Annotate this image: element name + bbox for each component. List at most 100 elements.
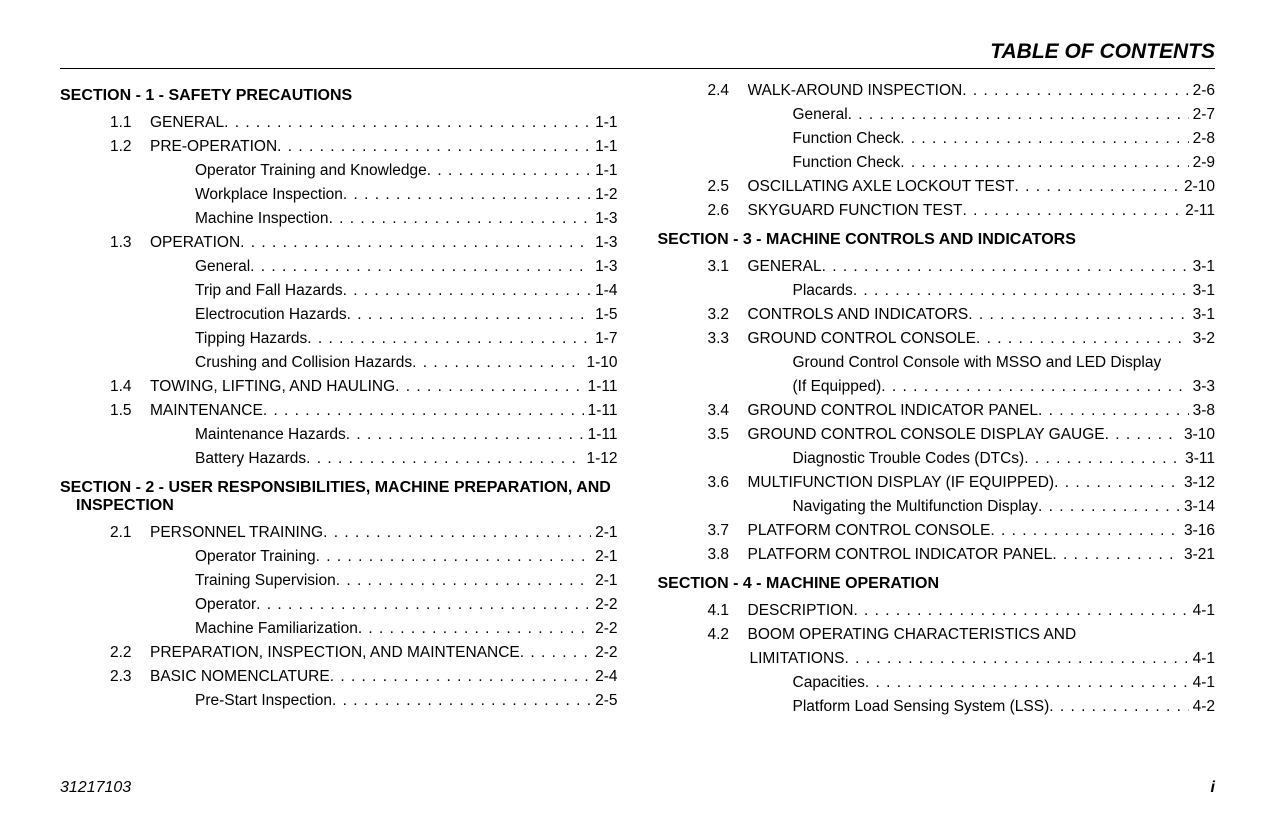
toc-dot-leader xyxy=(395,375,583,399)
toc-entry-number: 2.1 xyxy=(110,521,150,545)
toc-entry: 1.1GENERAL1-1 xyxy=(60,111,618,135)
toc-entry-text: Navigating the Multifunction Display xyxy=(793,495,1039,519)
toc-entry-page: 2-5 xyxy=(591,689,617,713)
toc-dot-leader xyxy=(1052,543,1180,567)
toc-entry-text: Operator xyxy=(195,593,256,617)
toc-entry-page: 2-10 xyxy=(1180,175,1215,199)
toc-dot-leader xyxy=(1105,423,1180,447)
toc-entry-page: 1-1 xyxy=(591,135,617,159)
toc-entry-text: Machine Inspection xyxy=(195,207,329,231)
toc-entry-page: 2-4 xyxy=(591,665,617,689)
toc-dot-leader xyxy=(962,79,1188,103)
toc-entry-page: 2-1 xyxy=(591,569,617,593)
toc-section-heading: SECTION - 2 - USER RESPONSIBILITIES, MAC… xyxy=(60,479,618,515)
toc-entry-page: 2-6 xyxy=(1189,79,1215,103)
toc-entry-text: WALK-AROUND INSPECTION xyxy=(748,79,963,103)
toc-dot-leader xyxy=(1038,495,1180,519)
toc-entry-text: Tipping Hazards xyxy=(195,327,307,351)
toc-entry-number: 4.2 xyxy=(708,623,748,647)
toc-entry-text: Workplace Inspection xyxy=(195,183,343,207)
toc-column-right: 2.4WALK-AROUND INSPECTION2-6General2-7Fu… xyxy=(658,79,1216,719)
toc-entry-number: 3.4 xyxy=(708,399,748,423)
toc-entry-number: 3.5 xyxy=(708,423,748,447)
toc-entry: 3.8PLATFORM CONTROL INDICATOR PANEL3-21 xyxy=(658,543,1216,567)
toc-entry-page: 1-12 xyxy=(582,447,617,471)
toc-entry: Tipping Hazards 1-7 xyxy=(60,327,618,351)
toc-entry: Maintenance Hazards1-11 xyxy=(60,423,618,447)
toc-entry-page: 2-1 xyxy=(591,545,617,569)
toc-entry: 2.4WALK-AROUND INSPECTION2-6 xyxy=(658,79,1216,103)
toc-entry: Pre-Start Inspection 2-5 xyxy=(60,689,618,713)
toc-entry-text: PREPARATION, INSPECTION, AND MAINTENANCE xyxy=(150,641,520,665)
toc-dot-leader xyxy=(316,545,591,569)
toc-dot-leader xyxy=(224,111,591,135)
toc-entry: 3.5GROUND CONTROL CONSOLE DISPLAY GAUGE3… xyxy=(658,423,1216,447)
doc-number: 31217103 xyxy=(60,779,131,797)
toc-entry-text: General xyxy=(195,255,250,279)
toc-entry-page: 4-2 xyxy=(1189,695,1215,719)
toc-dot-leader xyxy=(323,521,591,545)
toc-dot-leader xyxy=(976,327,1189,351)
toc-entry-text: PLATFORM CONTROL INDICATOR PANEL xyxy=(748,543,1053,567)
toc-entry-page: 3-1 xyxy=(1189,255,1215,279)
toc-entry-number: 2.3 xyxy=(110,665,150,689)
toc-entry-number: 3.1 xyxy=(708,255,748,279)
toc-entry-text: OPERATION xyxy=(150,231,240,255)
toc-entry-page: 2-11 xyxy=(1181,199,1215,223)
toc-entry-number: 2.5 xyxy=(708,175,748,199)
toc-entry-page: 1-2 xyxy=(591,183,617,207)
toc-entry: Workplace Inspection 1-2 xyxy=(60,183,618,207)
toc-entry: 1.2PRE-OPERATION1-1 xyxy=(60,135,618,159)
toc-dot-leader xyxy=(900,127,1188,151)
toc-entry-page: 1-5 xyxy=(591,303,617,327)
toc-entry-page: 2-9 xyxy=(1189,151,1215,175)
toc-entry-page: 2-2 xyxy=(591,641,617,665)
toc-column-left: SECTION - 1 - SAFETY PRECAUTIONS1.1GENER… xyxy=(60,79,618,719)
toc-entry: Ground Control Console with MSSO and LED… xyxy=(658,351,1216,375)
toc-dot-leader xyxy=(358,617,591,641)
toc-entry-page: 3-1 xyxy=(1189,303,1215,327)
toc-entry: Placards3-1 xyxy=(658,279,1216,303)
toc-dot-leader xyxy=(968,303,1188,327)
toc-entry: Trip and Fall Hazards1-4 xyxy=(60,279,618,303)
toc-entry-page: 1-7 xyxy=(591,327,617,351)
toc-entry-page: 1-3 xyxy=(591,231,617,255)
toc-entry-page: 1-4 xyxy=(591,279,617,303)
page-number: i xyxy=(1211,779,1215,797)
toc-entry-number: 3.8 xyxy=(708,543,748,567)
page-header-title: TABLE OF CONTENTS xyxy=(60,40,1215,69)
toc-entry: 3.6MULTIFUNCTION DISPLAY (IF EQUIPPED)3-… xyxy=(658,471,1216,495)
toc-dot-leader xyxy=(250,255,591,279)
toc-entry-text: TOWING, LIFTING, AND HAULING xyxy=(150,375,395,399)
toc-entry-page: 2-1 xyxy=(591,521,617,545)
toc-entry-text: Pre-Start Inspection xyxy=(195,689,332,713)
toc-entry-number: 2.6 xyxy=(708,199,748,223)
toc-entry-page: 4-1 xyxy=(1189,671,1215,695)
toc-entry-page: 1-3 xyxy=(591,255,617,279)
toc-dot-leader xyxy=(306,447,582,471)
toc-dot-leader xyxy=(343,183,591,207)
toc-entry-text: (If Equipped) xyxy=(793,375,882,399)
toc-entry-page: 4-1 xyxy=(1189,599,1215,623)
toc-entry: 2.5OSCILLATING AXLE LOCKOUT TEST2-10 xyxy=(658,175,1216,199)
toc-dot-leader xyxy=(412,351,582,375)
toc-entry: General2-7 xyxy=(658,103,1216,127)
toc-entry-text: Ground Control Console with MSSO and LED… xyxy=(793,351,1162,375)
toc-dot-leader xyxy=(881,375,1188,399)
toc-entry: 3.7PLATFORM CONTROL CONSOLE3-16 xyxy=(658,519,1216,543)
toc-entry-text: MAINTENANCE xyxy=(150,399,263,423)
toc-entry: Capacities 4-1 xyxy=(658,671,1216,695)
toc-entry-page: 3-3 xyxy=(1189,375,1215,399)
toc-entry-page: 1-1 xyxy=(591,111,617,135)
toc-entry: 3.4GROUND CONTROL INDICATOR PANEL3-8 xyxy=(658,399,1216,423)
toc-entry: 2.3BASIC NOMENCLATURE2-4 xyxy=(60,665,618,689)
toc-entry-text: Capacities xyxy=(793,671,865,695)
toc-dot-leader xyxy=(822,255,1189,279)
toc-dot-leader xyxy=(1024,447,1181,471)
toc-entry-text: Machine Familiarization xyxy=(195,617,358,641)
toc-entry: 4.1DESCRIPTION4-1 xyxy=(658,599,1216,623)
toc-entry: Electrocution Hazards1-5 xyxy=(60,303,618,327)
toc-entry-text: GROUND CONTROL CONSOLE xyxy=(748,327,977,351)
toc-dot-leader xyxy=(427,159,591,183)
toc-dot-leader xyxy=(307,327,591,351)
